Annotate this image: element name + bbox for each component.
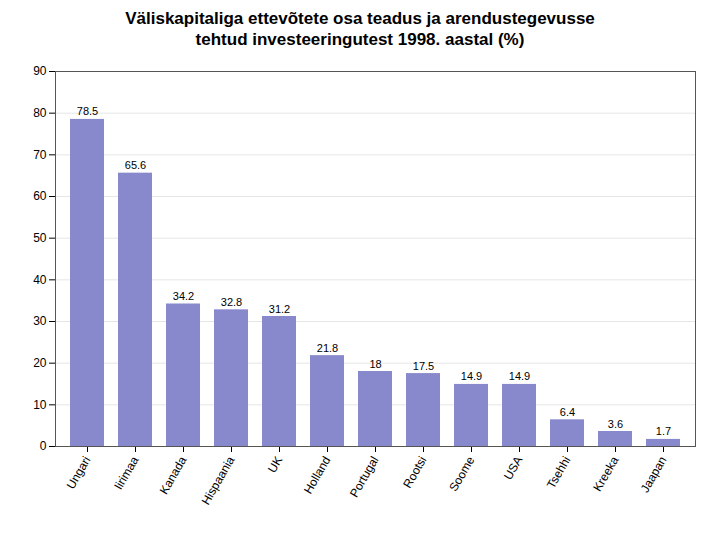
svg-text:Kreeka: Kreeka [590,453,621,493]
svg-text:USA: USA [501,453,525,481]
svg-text:6.4: 6.4 [560,405,575,417]
svg-text:40: 40 [33,272,47,286]
svg-text:10: 10 [33,397,47,411]
svg-text:20: 20 [33,356,47,370]
svg-text:78.5: 78.5 [77,105,98,117]
svg-text:14.9: 14.9 [461,370,482,382]
svg-text:65.6: 65.6 [125,159,146,171]
svg-text:UK: UK [265,453,285,474]
svg-text:Soome: Soome [446,453,477,493]
svg-text:Ungari: Ungari [64,453,94,491]
svg-text:14.9: 14.9 [509,370,530,382]
svg-text:Jaapan: Jaapan [638,453,670,494]
svg-text:Holland: Holland [301,453,333,495]
svg-text:80: 80 [33,106,47,120]
html-text:tehtud investeeringutest 1998.: tehtud investeeringutest 1998. aastal (%… [195,30,525,50]
svg-text:50: 50 [33,231,47,245]
svg-text:32.8: 32.8 [221,295,242,307]
svg-text:Kanada: Kanada [157,453,190,496]
svg-text:Hispaania: Hispaania [199,453,238,506]
svg-text:Tsehhi: Tsehhi [544,453,573,490]
svg-text:30: 30 [33,314,47,328]
svg-text:3.6: 3.6 [608,417,623,429]
svg-text:Portugal: Portugal [347,453,381,499]
svg-text:0: 0 [40,439,47,453]
html-text:Väliskapitaliga ettevõtete osa: Väliskapitaliga ettevõtete osa teadus ja… [125,9,595,28]
svg-text:18: 18 [369,357,381,369]
svg-text:70: 70 [33,147,47,161]
svg-text:17.5: 17.5 [413,359,434,371]
svg-text:21.8: 21.8 [317,341,338,353]
svg-text:Rootsi: Rootsi [400,453,429,489]
svg-text:Iirimaa: Iirimaa [111,453,141,491]
svg-text:90: 90 [33,64,47,78]
svg-text:60: 60 [33,189,47,203]
svg-text:34.2: 34.2 [173,290,194,302]
svg-text:1.7: 1.7 [656,425,671,437]
svg-text:31.2: 31.2 [269,302,290,314]
